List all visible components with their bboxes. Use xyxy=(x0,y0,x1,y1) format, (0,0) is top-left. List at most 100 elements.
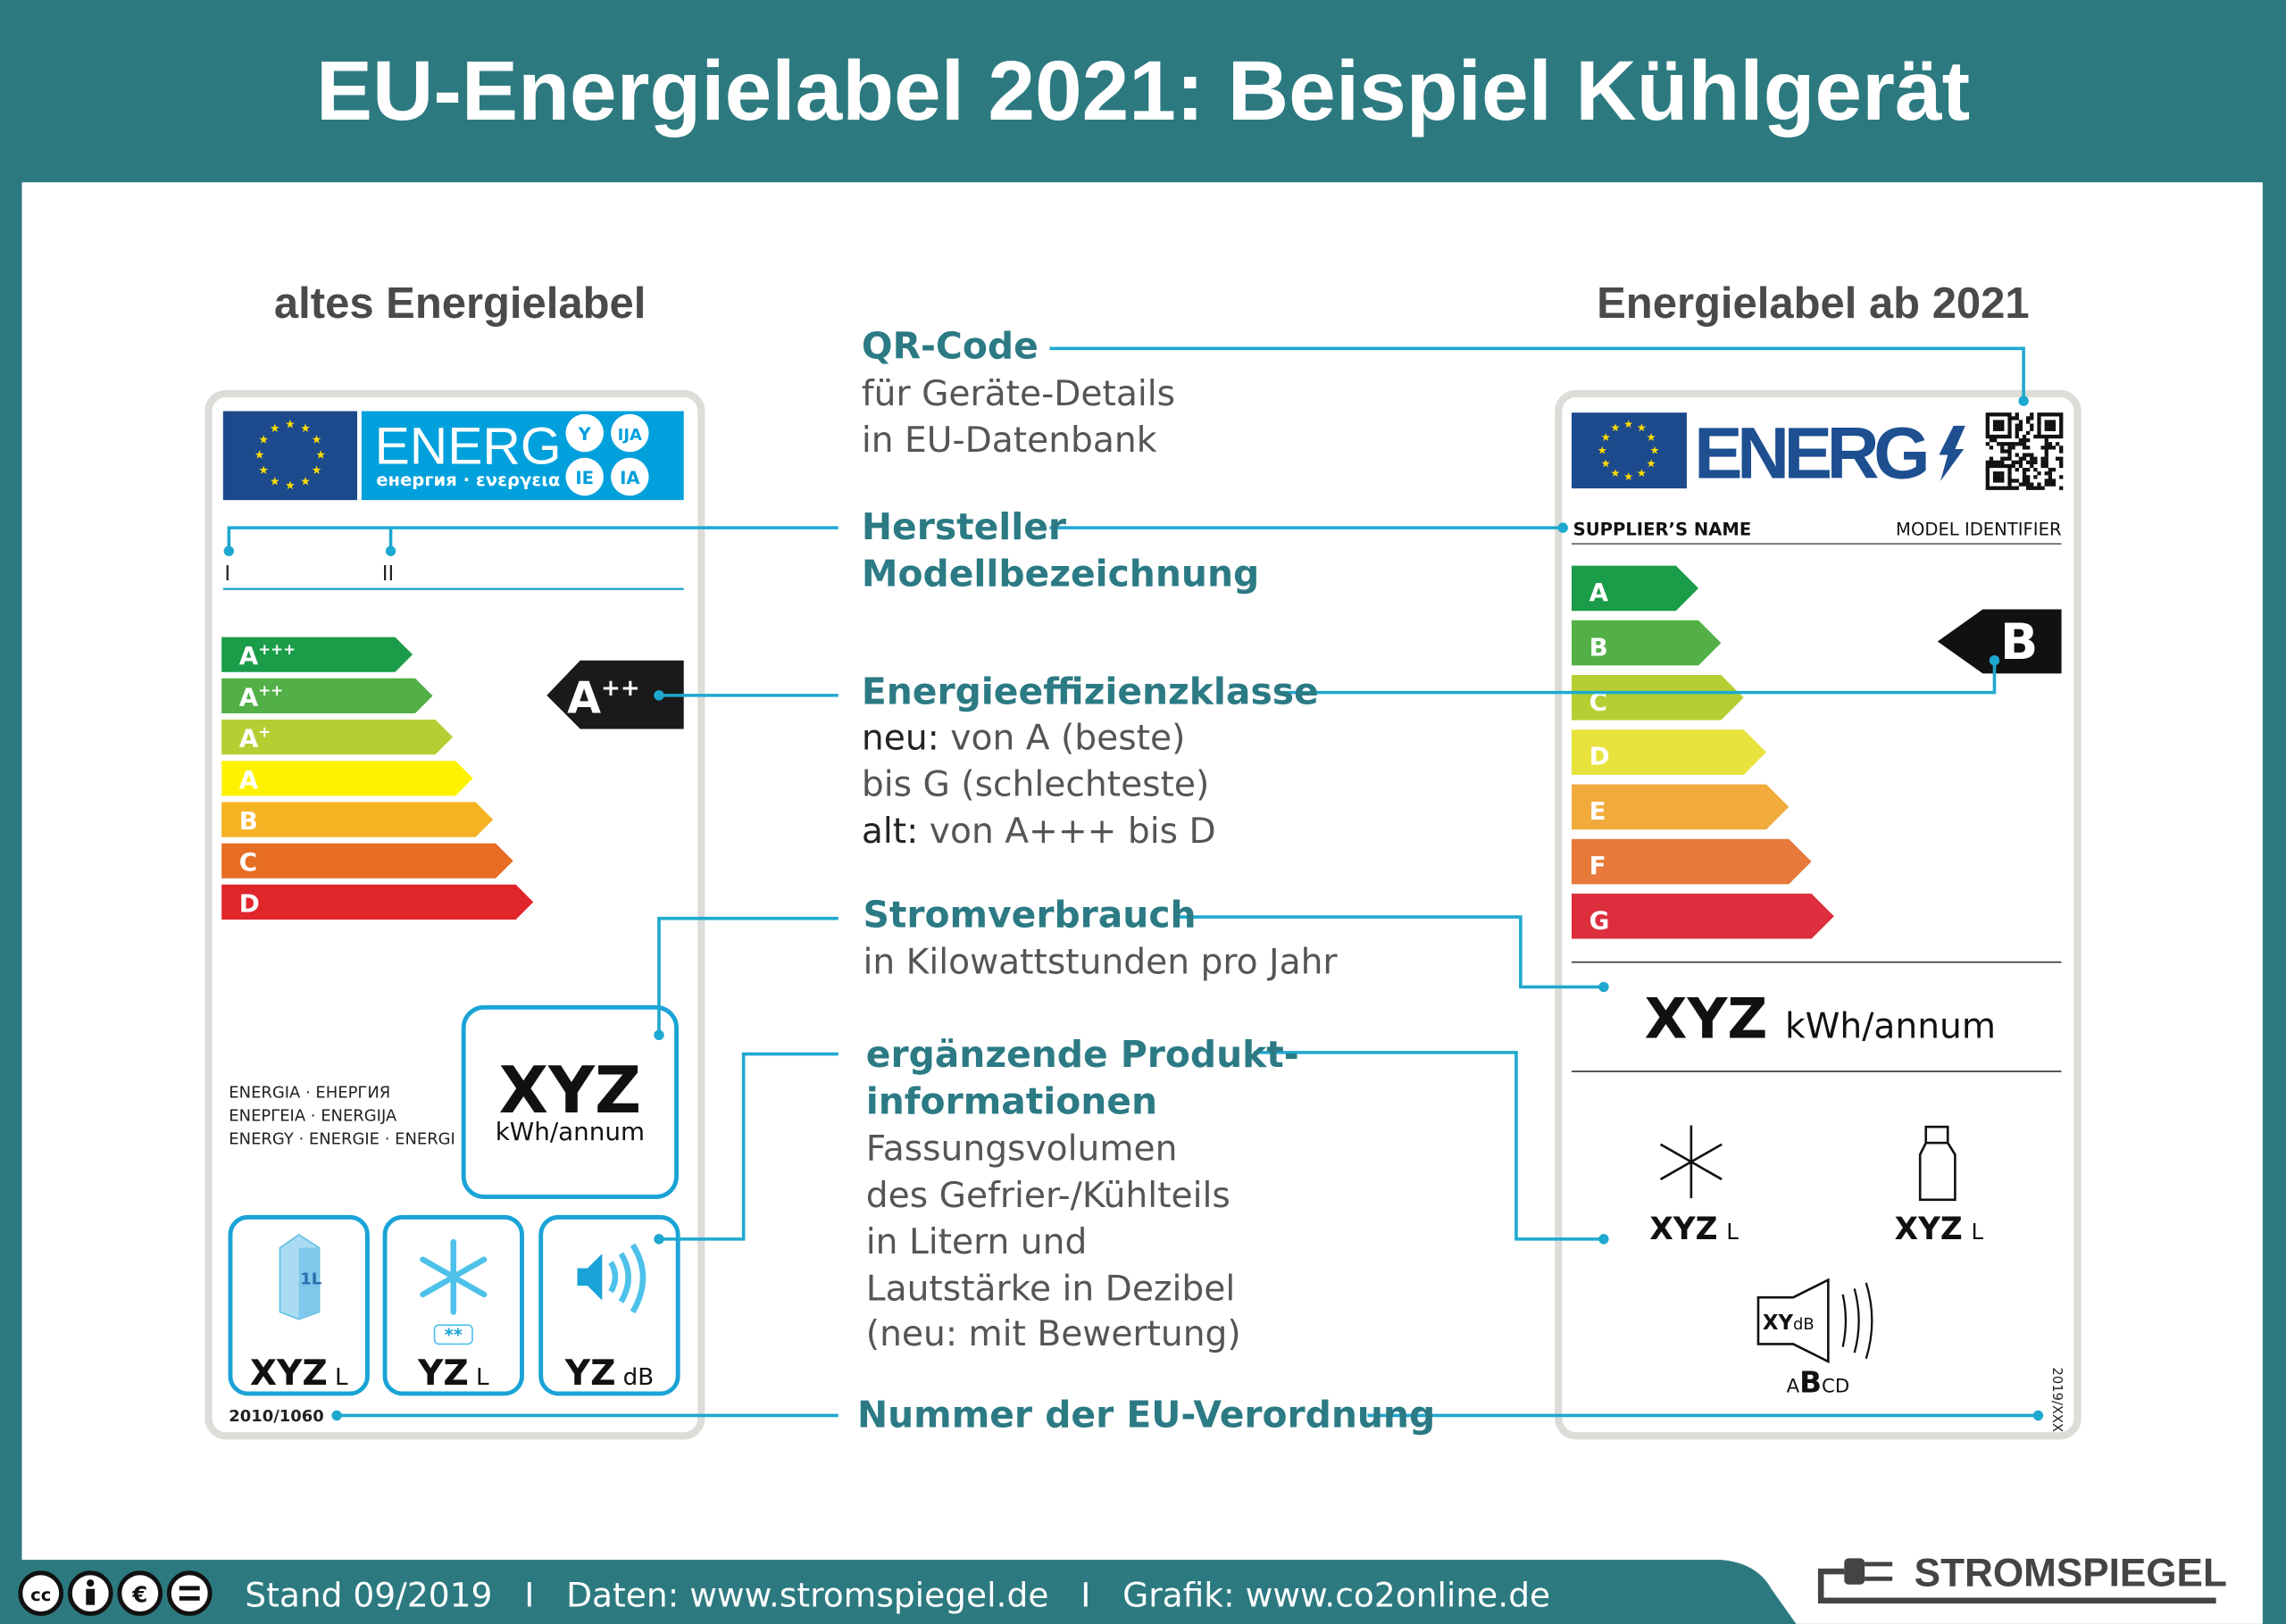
old-label-heading: altes Energielabel xyxy=(274,279,646,328)
stromspiegel-logo[interactable]: STROMSPIEGEL xyxy=(1817,1551,2227,1604)
field-marker-i: I xyxy=(224,562,230,586)
eu-stars-icon xyxy=(254,419,326,490)
noise-value: YZ dB xyxy=(564,1353,654,1394)
old-regulation-number: 2010/1060 xyxy=(229,1407,323,1426)
lang-circle: IA xyxy=(620,468,640,488)
class-label: A++ xyxy=(239,682,283,712)
star-icon xyxy=(270,423,279,433)
efficiency-class-E: E xyxy=(1572,784,1790,830)
class-arrow xyxy=(1572,784,1790,830)
annotation-text: für Geräte-Details xyxy=(862,374,1175,414)
milk-carton-icon: 1L xyxy=(279,1233,321,1320)
cc-icon xyxy=(18,1570,64,1616)
old-consumption-unit: kWh/annum xyxy=(496,1117,645,1146)
star-icon xyxy=(1637,469,1647,477)
efficiency-class-D: D xyxy=(1572,729,1766,775)
new-consumption: XYZ kWh/annum xyxy=(1645,987,1996,1052)
page-title: EU-Energielabel 2021: Beispiel Kühlgerät xyxy=(316,44,1970,138)
class-arrow xyxy=(221,843,513,879)
class-label: A xyxy=(239,765,259,795)
annotation-text: des Gefrier-/Kühlteils xyxy=(866,1176,1231,1216)
annotation-text: in EU-Datenbank xyxy=(862,421,1157,461)
star-icon xyxy=(1647,459,1656,468)
star-icon xyxy=(1637,423,1647,432)
volume-value: XYZ L xyxy=(250,1353,348,1394)
cc-license-icons[interactable]: cc € xyxy=(18,1570,213,1616)
new-regulation-number: 2019/XXX xyxy=(2049,1368,2065,1433)
old-consumption-value: XYZ xyxy=(499,1053,641,1128)
footer: cc € Stand 09/2019 I Daten: www.stromspi… xyxy=(18,1551,2227,1616)
class-arrow xyxy=(1572,675,1744,720)
logo-text: STROMSPIEGEL xyxy=(1915,1551,2227,1595)
class-arrow xyxy=(221,637,413,672)
star-icon xyxy=(1623,472,1633,480)
class-arrow xyxy=(1572,565,1699,612)
annotation-text: (neu: mit Bewertung) xyxy=(866,1314,1241,1354)
star-icon xyxy=(286,419,295,429)
class-arrow xyxy=(1572,893,1834,939)
fridge-volume: XYZ L xyxy=(1895,1212,1984,1247)
lang-circle: IJA xyxy=(618,426,642,445)
star-icon xyxy=(1650,446,1659,454)
class-label: D xyxy=(239,888,260,918)
old-energy-label: ENERG енергия · ενεργεια Y IJA IE IA I I… xyxy=(204,389,705,1440)
class-arrow xyxy=(1572,620,1722,666)
annotation-text: alt: von A+++ bis D xyxy=(862,812,1216,852)
energy-words: ΕΝΕΡΓΕΙΑ · ENERGIJA xyxy=(229,1107,397,1126)
efficiency-class-A+++: A+++ xyxy=(221,637,413,672)
annotation-qr-title: QR-Code xyxy=(862,325,1039,368)
star-icon xyxy=(312,465,321,474)
efficiency-class-D: D xyxy=(221,884,534,920)
footer-credits: Stand 09/2019 I Daten: www.stromspiegel.… xyxy=(245,1575,1550,1614)
noise-value: XYdB xyxy=(1763,1312,1815,1335)
efficiency-class-B: B xyxy=(221,802,494,837)
class-label: B xyxy=(1589,632,1608,662)
efficiency-class-G: G xyxy=(1572,893,1834,939)
lightning-icon xyxy=(1939,425,1965,481)
freezer-value: YZ L xyxy=(417,1353,489,1394)
star-icon xyxy=(1611,423,1620,432)
annotation-text: in Litern und xyxy=(866,1222,1088,1262)
qr-code-icon[interactable] xyxy=(1985,412,2064,490)
class-arrow xyxy=(221,884,534,920)
energy-words: ENERGIA · ЕНЕРГИЯ xyxy=(229,1083,390,1102)
star-icon xyxy=(259,465,269,474)
class-label: C xyxy=(1589,687,1607,717)
class-arrow xyxy=(1572,729,1766,775)
lang-circles: Y IJA IE IA xyxy=(565,413,649,496)
new-rating: B xyxy=(2000,613,2038,671)
eu-stars-icon xyxy=(1598,420,1659,480)
plug-icon xyxy=(1844,1558,1865,1585)
model-identifier: MODEL IDENTIFIER xyxy=(1896,519,2062,539)
annotation-extra-title: ergänzende Produkt- xyxy=(866,1033,1299,1076)
class-label: G xyxy=(1589,905,1610,935)
efficiency-class-A+: A+ xyxy=(221,719,454,755)
old-rating: A++ xyxy=(567,672,640,723)
class-label: D xyxy=(1589,742,1610,771)
star-icon xyxy=(1601,433,1610,441)
star-icon xyxy=(286,480,295,490)
annotation-text: Lautstärke in Dezibel xyxy=(866,1269,1235,1309)
lang-circle: IE xyxy=(575,468,594,488)
class-arrow xyxy=(221,761,473,796)
efficiency-class-C: C xyxy=(1572,675,1744,720)
new-energy-label: ENERG SUPPLIER’S NAME MODEL IDENTIFIER A… xyxy=(1555,389,2082,1440)
star-icon xyxy=(1611,469,1620,477)
old-efficiency-scale: A+++ A++ A+ ABCD xyxy=(221,637,534,920)
speaker-icon xyxy=(577,1243,647,1314)
class-arrow xyxy=(221,678,433,713)
noise-box xyxy=(538,1214,680,1396)
nc-icon xyxy=(117,1570,163,1616)
snowflake-icon xyxy=(1659,1125,1723,1199)
efficiency-class-A: A xyxy=(1572,565,1699,612)
star-icon xyxy=(259,435,269,444)
class-label: C xyxy=(239,847,257,877)
star-icon xyxy=(1623,420,1633,429)
noise-class-scale: ABCD xyxy=(1787,1365,1850,1399)
annotation-text: in Kilowattstunden pro Jahr xyxy=(864,943,1339,983)
star-icon xyxy=(270,476,279,486)
class-arrow xyxy=(1572,838,1812,885)
new-rating-arrow xyxy=(1937,609,2062,674)
